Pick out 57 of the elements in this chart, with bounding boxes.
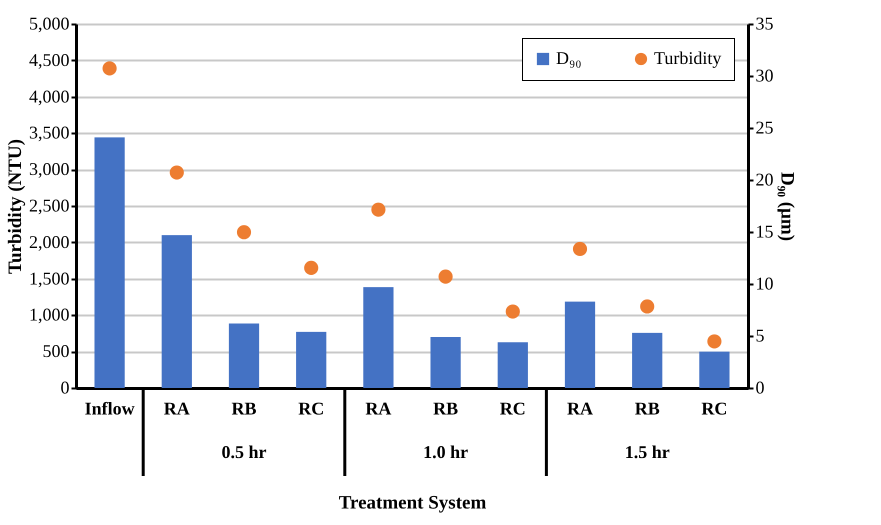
- y-axis-title: Turbidity (NTU): [5, 139, 26, 274]
- point: [371, 202, 386, 217]
- bar: [162, 235, 192, 388]
- y-tick-label: 3,500: [29, 122, 70, 143]
- y2-tick-label: 15: [756, 222, 774, 242]
- x-tick-label: RA: [164, 398, 190, 418]
- text: 1.5 hr: [624, 442, 670, 462]
- x-tick-label: RB: [231, 398, 257, 418]
- point: [236, 225, 252, 240]
- y-tick-label: 5,000: [29, 14, 70, 34]
- y-tick-label: 1,000: [29, 304, 70, 325]
- point: [506, 304, 520, 319]
- bar: [498, 342, 528, 388]
- bar: [564, 302, 596, 388]
- point: [707, 334, 722, 348]
- bar: [699, 352, 730, 388]
- y-tick-label: 0: [60, 378, 70, 398]
- y-tick-label: 2,500: [29, 196, 70, 216]
- y-tick-label: 4,500: [29, 50, 70, 70]
- y2-tick-label: 35: [756, 14, 774, 34]
- x-tick-label: Inflow: [84, 398, 135, 418]
- y2-tick-label: 30: [756, 66, 774, 86]
- point: [572, 242, 588, 256]
- x-tick-label: RB: [634, 398, 660, 418]
- x-axis-title: Treatment System: [338, 492, 486, 514]
- x-tick-label: RB: [433, 398, 458, 418]
- bar: [296, 332, 326, 388]
- point: [304, 260, 318, 275]
- point: [438, 270, 453, 284]
- y-tick-label: 4,000: [29, 86, 70, 106]
- y2-tick-label: 20: [756, 170, 774, 190]
- bar: [363, 287, 394, 388]
- y-tick-label: 500: [42, 341, 70, 362]
- point: [170, 165, 184, 180]
- y-tick-label: 3,000: [29, 159, 70, 180]
- y-tick-label: 2,000: [29, 232, 70, 252]
- legend-label: Turbidity: [654, 48, 722, 68]
- y-tick-label: 1,500: [29, 268, 70, 288]
- y2-axis-title: D₉₀ (μm): [776, 172, 798, 242]
- bar: [228, 324, 260, 388]
- bar: [430, 337, 461, 388]
- point: [640, 299, 654, 314]
- bar: [94, 137, 125, 388]
- text: 0.5 hr: [222, 442, 267, 462]
- x-tick-label: RC: [500, 398, 526, 418]
- y2-tick-label: 0: [756, 378, 764, 398]
- y2-tick-label: 10: [756, 274, 774, 294]
- bar: [632, 332, 662, 388]
- x-tick-label: RA: [365, 398, 392, 418]
- legend-label: D₉₀: [556, 48, 582, 68]
- text: 1.0 hr: [423, 442, 468, 462]
- x-tick-label: RA: [567, 398, 593, 418]
- point: [102, 61, 117, 76]
- y2-tick-label: 5: [756, 326, 764, 346]
- x-tick-label: RC: [298, 398, 324, 418]
- x-tick-label: RC: [701, 398, 728, 418]
- y2-tick-label: 25: [756, 118, 774, 138]
